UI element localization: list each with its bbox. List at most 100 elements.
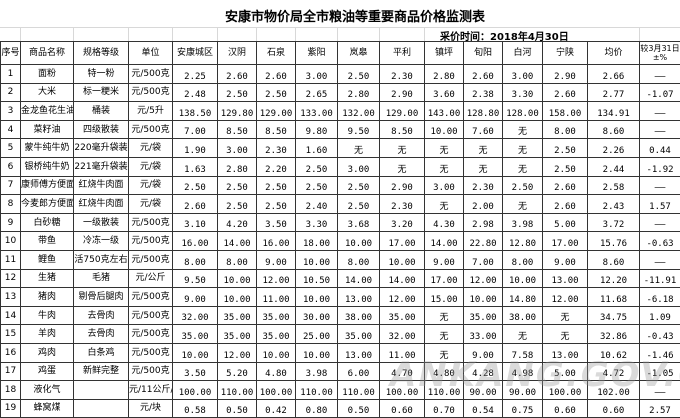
column-header: 汉阴 [218,42,257,65]
price-cell: 100.00 [257,381,296,400]
average-price: 11.68 [588,288,640,307]
header-row: 序号商品名称规格等级单位安康城区汉阴石泉紫阳岚皋平利镇坪旬阳白河宁陕均价较3月3… [1,42,680,65]
row-number: 12 [1,269,21,288]
price-cell: 35.00 [218,325,257,344]
product-grade: 毛猪 [74,269,129,288]
product-grade: 一级散装 [74,213,129,232]
unit: 元/公斤 [129,269,173,288]
price-cell: 2.50 [257,195,296,214]
unit: 元/500克 [129,288,173,307]
price-cell: 8.00 [543,120,588,139]
price-cell: 无 [503,325,543,344]
price-cell: 110.00 [296,381,338,400]
price-cell: 143.00 [425,102,464,121]
price-cell: 2.60 [543,176,588,195]
price-cell: 9.00 [173,288,218,307]
product-name: 蒙牛纯牛奶 [21,139,74,158]
price-cell: 17.00 [543,232,588,251]
column-header: 紫阳 [296,42,338,65]
price-cell: 129.00 [380,102,425,121]
row-number: 14 [1,306,21,325]
average-price: 3.72 [588,213,640,232]
price-cell: 无 [543,325,588,344]
product-name: 液化气 [21,381,74,400]
change-percent: —— [640,213,680,232]
row-number: 4 [1,120,21,139]
price-cell: 2.50 [296,157,338,176]
unit: 元/500克 [129,83,173,102]
price-cell: 3.68 [338,213,380,232]
average-price: 2.44 [588,157,640,176]
price-cell: 1.60 [296,139,338,158]
price-cell: 9.00 [425,250,464,269]
price-cell: 2.50 [543,139,588,158]
price-cell: 2.60 [173,195,218,214]
price-cell: 无 [425,325,464,344]
price-cell: 2.50 [257,83,296,102]
row-number: 5 [1,139,21,158]
price-cell: 6.00 [338,362,380,381]
price-cell: 2.90 [543,65,588,84]
row-number: 7 [1,176,21,195]
change-percent: 0.44 [640,139,680,158]
product-grade: 四级散装 [74,120,129,139]
product-name: 康师傅方便面 [21,176,74,195]
row-number: 3 [1,102,21,121]
price-cell: 无 [425,306,464,325]
price-cell: 7.60 [464,120,503,139]
price-cell: 5.20 [218,362,257,381]
price-cell: 10.00 [380,250,425,269]
price-cell: 9.50 [173,269,218,288]
price-cell: 2.20 [257,157,296,176]
average-price: 34.75 [588,306,640,325]
unit: 元/500克 [129,343,173,362]
unit: 元/袋 [129,176,173,195]
price-cell: 10.00 [503,269,543,288]
column-header: 白河 [503,42,543,65]
product-grade: 冷冻一级 [74,232,129,251]
price-cell: 35.00 [257,325,296,344]
price-cell: 12.00 [257,269,296,288]
price-cell: 2.50 [338,195,380,214]
price-cell: 5.00 [543,213,588,232]
price-cell: 2.60 [218,65,257,84]
price-cell: 无 [503,195,543,214]
price-cell: 2.50 [218,83,257,102]
price-cell: 12.00 [543,288,588,307]
price-cell: 2.40 [296,195,338,214]
price-cell: 33.00 [464,325,503,344]
price-cell: 8.50 [257,120,296,139]
product-grade: 白条鸡 [74,343,129,362]
price-cell: 2.80 [218,157,257,176]
price-cell: 4.30 [425,213,464,232]
price-cell: 3.30 [296,213,338,232]
price-cell: 25.00 [296,325,338,344]
price-cell: 3.50 [257,213,296,232]
price-cell: 2.50 [296,176,338,195]
column-header: 旬阳 [464,42,503,65]
price-cell: 10.00 [296,288,338,307]
product-name: 猪肉 [21,288,74,307]
column-header: 较3月31日±% [640,42,680,65]
price-cell: 2.50 [218,195,257,214]
row-number: 2 [1,83,21,102]
unit: 元/5升 [129,102,173,121]
product-grade: 220毫升袋装 [74,139,129,158]
price-cell: 2.30 [380,195,425,214]
column-header: 均价 [588,42,640,65]
product-grade: 活750克左右 [74,250,129,269]
product-grade: 红烧牛肉面 [74,176,129,195]
price-cell: 12.00 [218,343,257,362]
price-cell: 3.30 [503,83,543,102]
price-cell: 17.00 [425,269,464,288]
price-cell: 110.00 [218,381,257,400]
price-cell: 8.50 [218,120,257,139]
